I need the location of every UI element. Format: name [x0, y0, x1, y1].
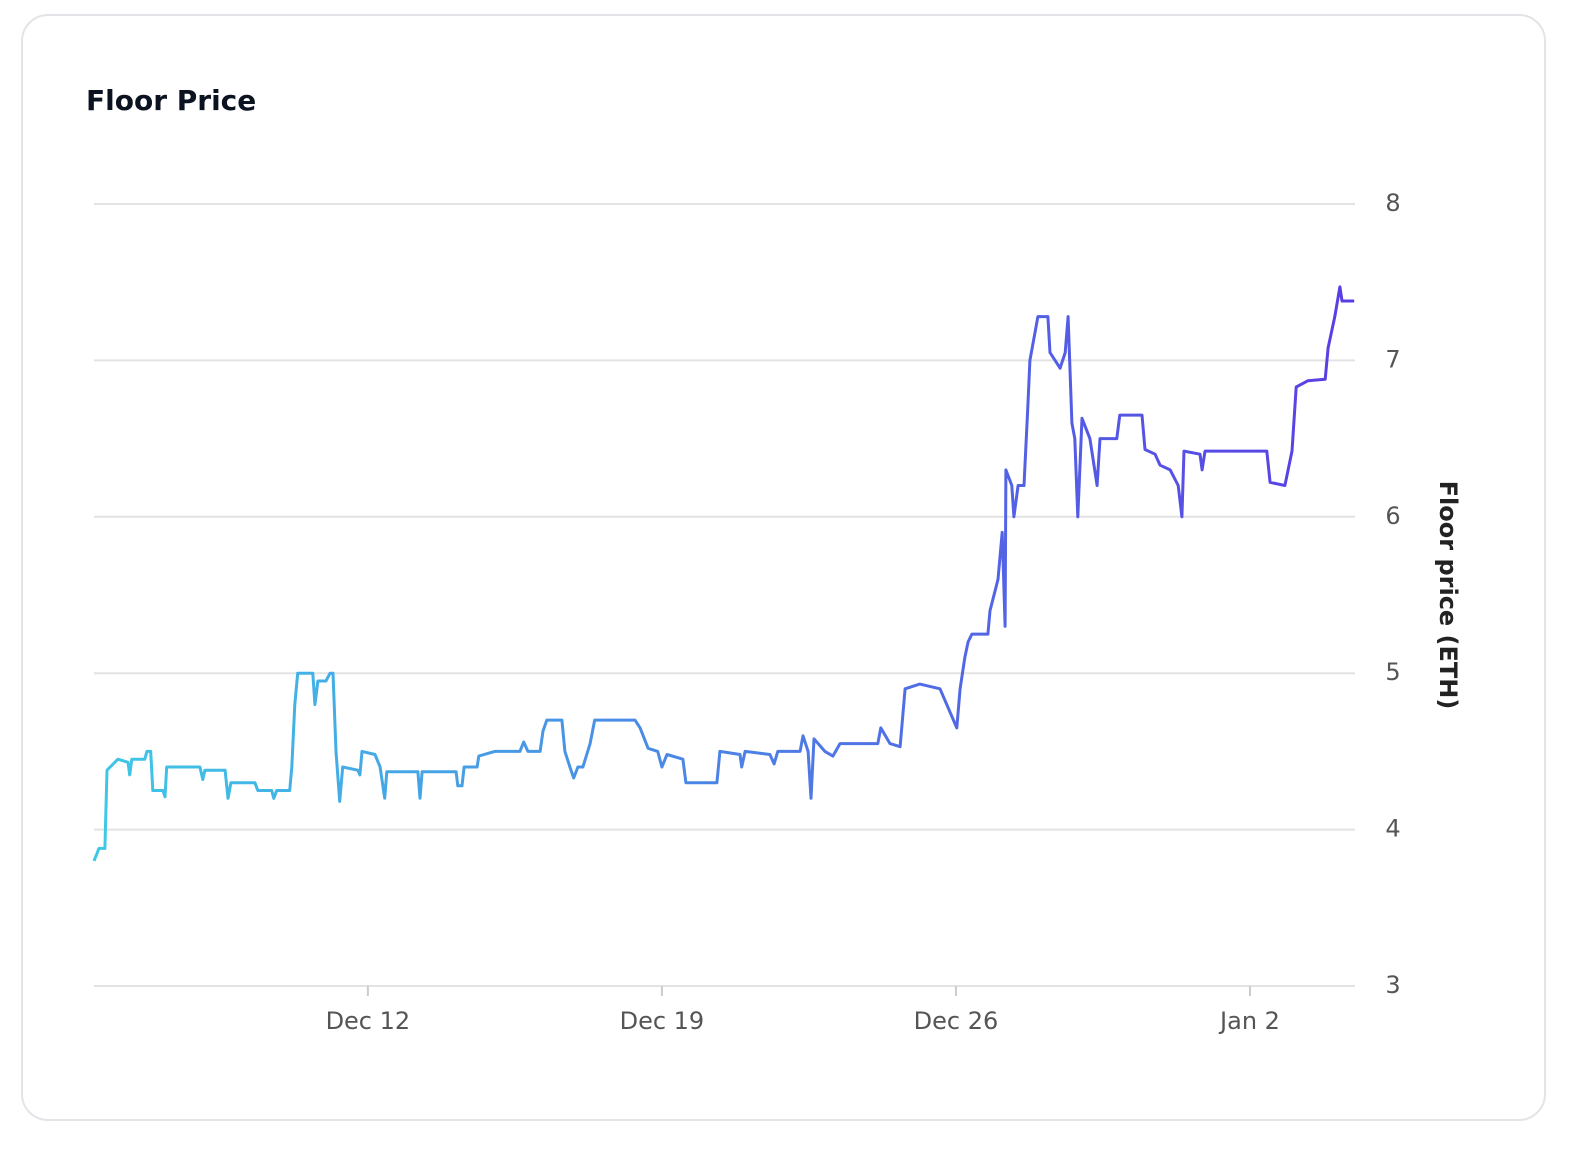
chart-title: Floor Price — [86, 84, 256, 117]
y-tick-label: 8 — [1385, 189, 1400, 217]
x-tick-label: Dec 12 — [326, 1007, 411, 1035]
y-tick-label: 3 — [1385, 971, 1400, 999]
y-tick-label: 6 — [1385, 502, 1400, 530]
y-tick-label: 5 — [1385, 658, 1400, 686]
x-tick-label: Dec 19 — [620, 1007, 705, 1035]
x-tick-label: Dec 26 — [914, 1007, 999, 1035]
y-tick-label: 4 — [1385, 815, 1400, 843]
y-tick-label: 7 — [1385, 345, 1400, 373]
x-tick-label: Jan 2 — [1218, 1007, 1280, 1035]
y-axis-label: Floor price (ETH) — [1434, 481, 1462, 710]
card — [21, 14, 1546, 1121]
price-line — [92, 285, 1355, 862]
